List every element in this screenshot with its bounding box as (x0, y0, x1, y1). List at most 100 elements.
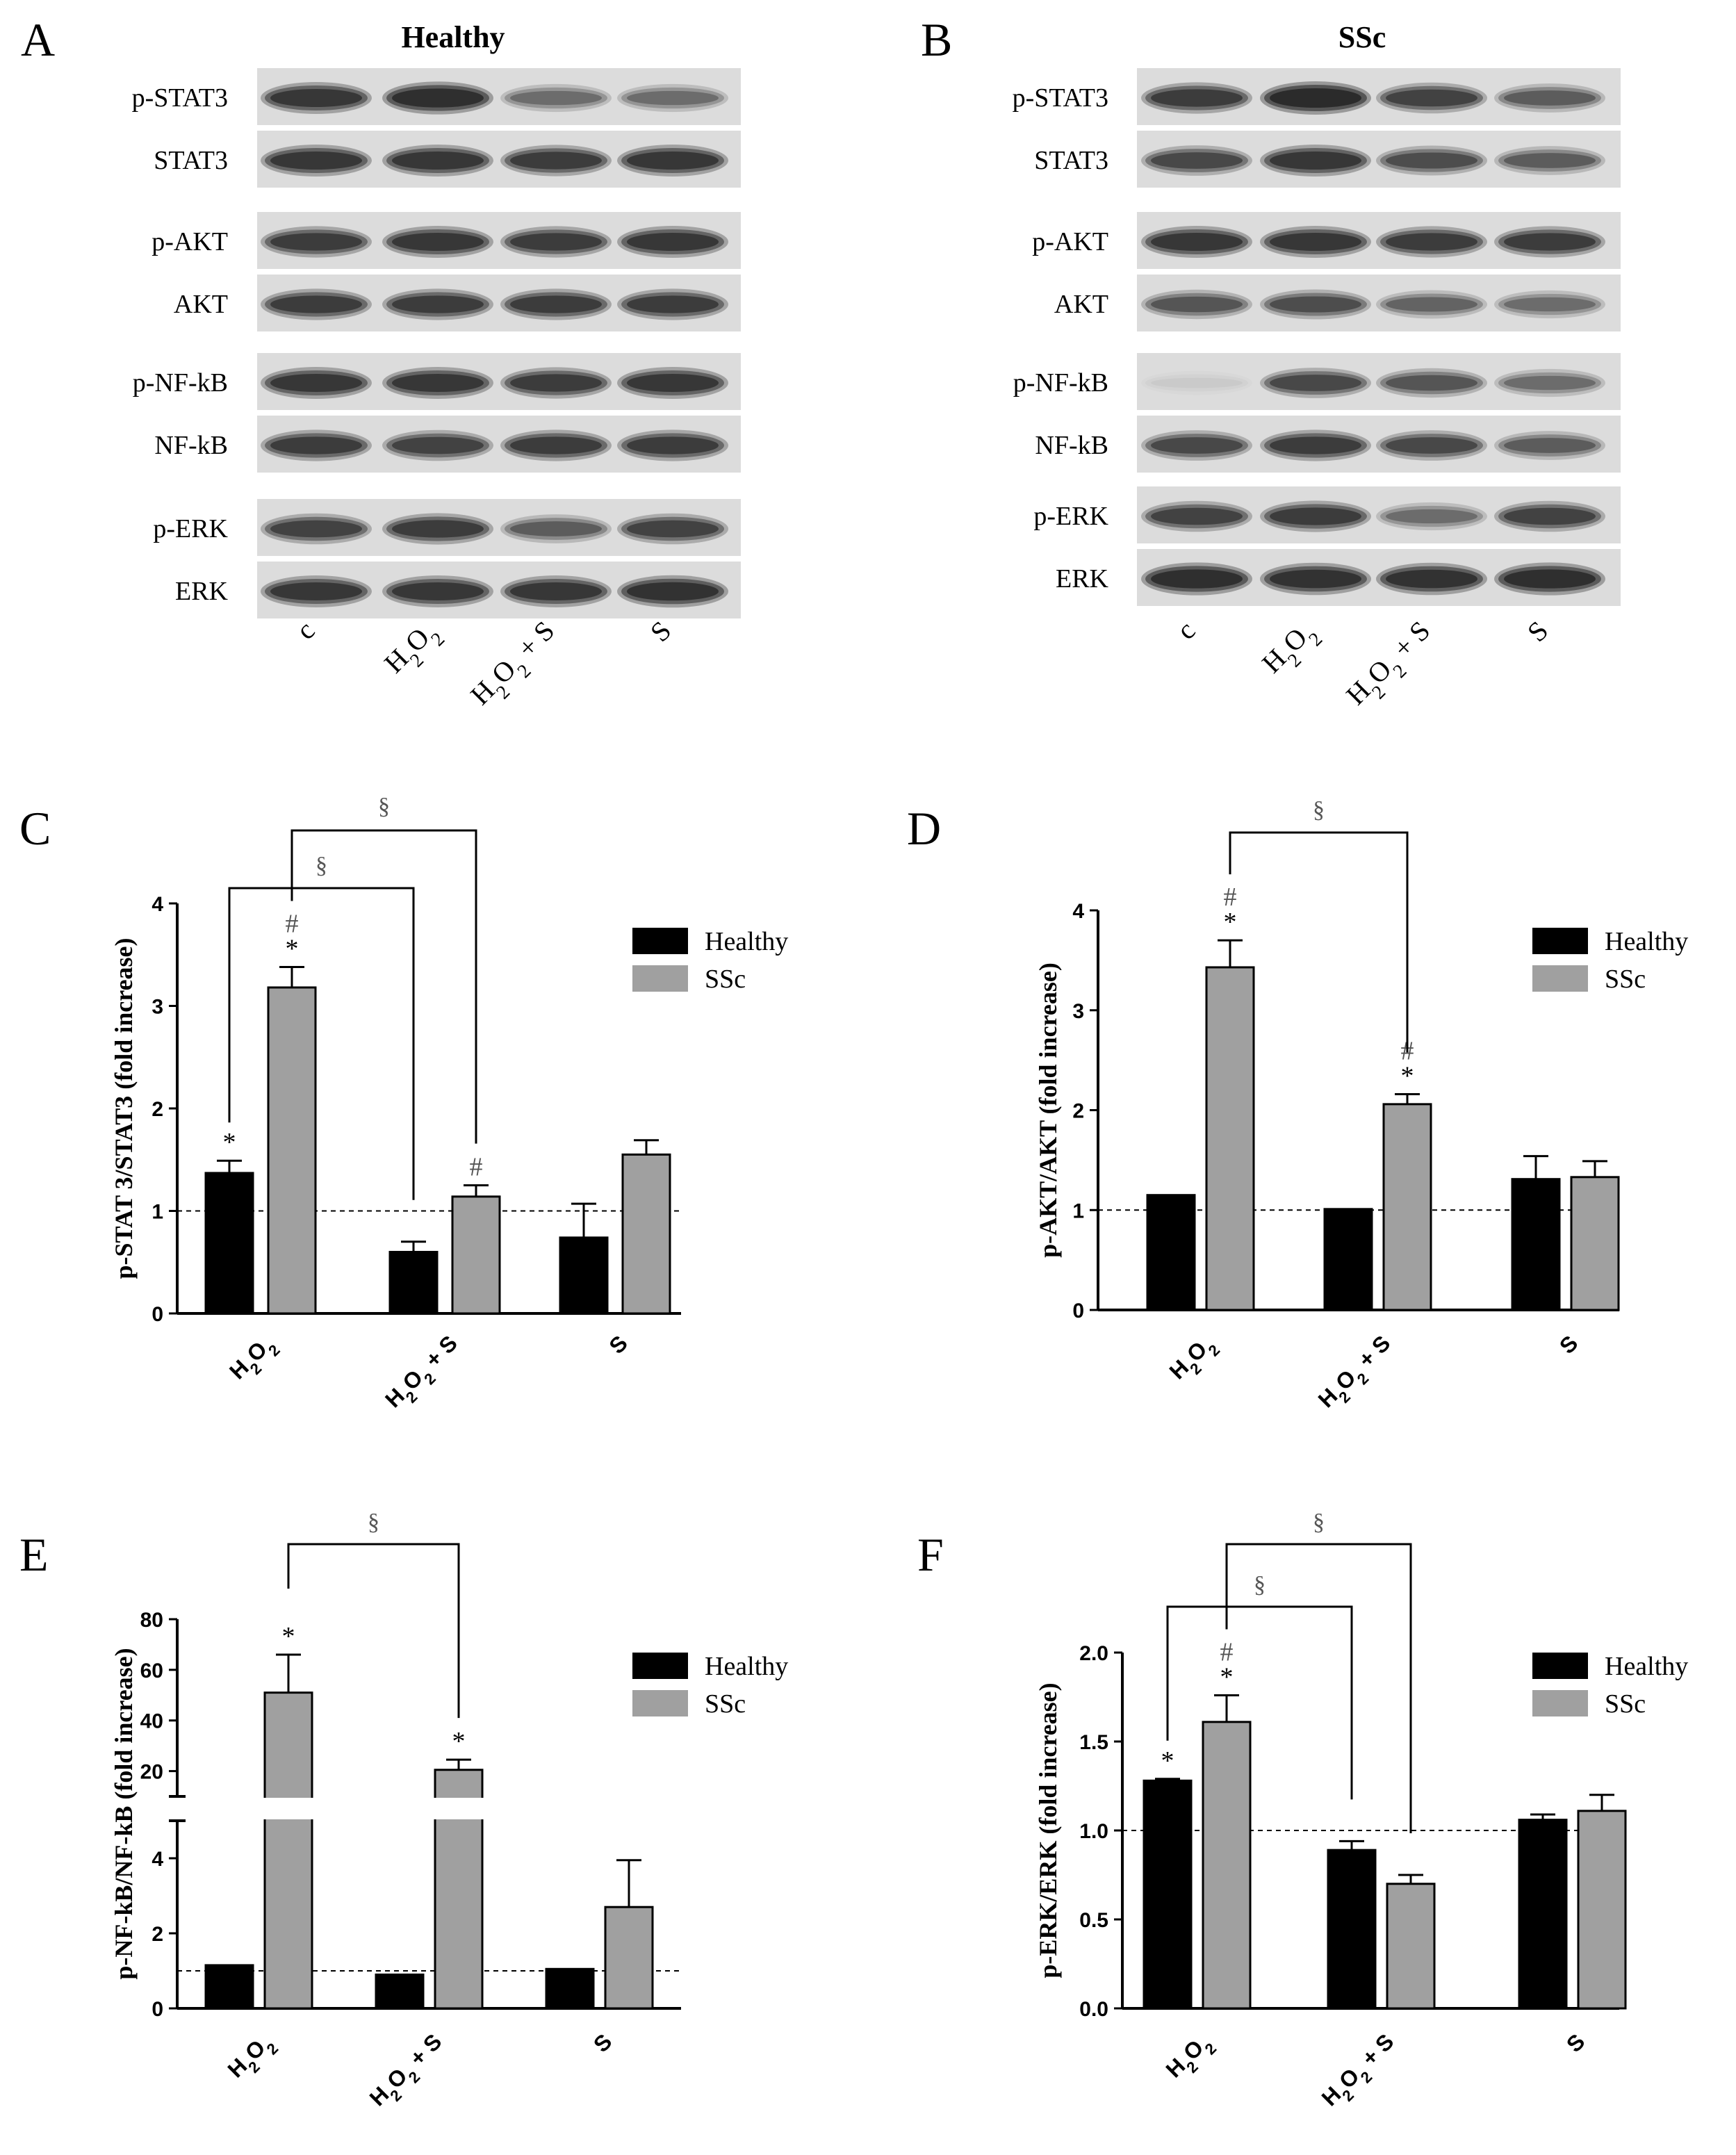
bar-healthy-h2o2-s (1327, 1849, 1377, 2010)
blot-row-label: p-STAT3 (1013, 83, 1108, 113)
bar-healthy-h2o2 (1146, 1194, 1196, 1311)
blot-band (500, 226, 612, 258)
panel-letter: C (19, 802, 51, 855)
legend-swatch-ssc (632, 1690, 688, 1716)
y-tick-label: 2 (152, 1923, 163, 1946)
chart-panel-e: E 0 2 4 20 40 60 80p-NF-kB/NF-kB (fold increase… (19, 1509, 788, 2111)
series-healthy (204, 1964, 595, 2010)
bar-ssc-h2o2-s (451, 1195, 501, 1315)
blot-row-label: p-AKT (1032, 227, 1108, 256)
star-mark: * (286, 934, 299, 963)
panel-letter: D (907, 802, 941, 855)
legend-label-healthy: Healthy (1605, 1652, 1688, 1681)
y-tick-label: 2 (152, 1098, 163, 1121)
legend-label-ssc: SSc (1605, 1689, 1646, 1719)
blot-band (261, 82, 372, 114)
blot-band (1260, 81, 1371, 115)
bar-break-gap (263, 1798, 314, 1819)
blot-band (1260, 145, 1371, 177)
y-tick-label: 4 (152, 1848, 163, 1871)
series-healthy (1146, 1155, 1561, 1311)
bar-healthy-h2o2-s (1323, 1208, 1373, 1311)
blot-row-label: AKT (174, 290, 228, 319)
legend-swatch-healthy (632, 1653, 688, 1679)
blot-band (1376, 290, 1487, 319)
bar-healthy-h2o2-s (388, 1251, 439, 1315)
legend-swatch-ssc (1532, 965, 1588, 992)
bar-ssc-h2o2 (267, 986, 317, 1315)
blot-row-p-nf-kb: p-NF-kB (1013, 353, 1621, 410)
bracket-line (228, 887, 415, 1200)
bar-ssc-s (1577, 1810, 1627, 2010)
blot-row-nf-kb: NF-kB (154, 416, 741, 473)
bar-healthy-s (559, 1236, 609, 1315)
significance-bracket: § (228, 853, 415, 1200)
legend-label-ssc: SSc (705, 1689, 746, 1719)
blot-band (1151, 377, 1243, 388)
lane-label: c (290, 615, 320, 646)
lane-label: S (1521, 615, 1555, 648)
y-tick-label: 80 (140, 1609, 163, 1632)
y-tick-label: 60 (140, 1660, 163, 1682)
bar-healthy-s (545, 1967, 595, 2010)
blot-band (1260, 226, 1371, 258)
blot-band (1494, 146, 1605, 175)
lane-label: S (644, 615, 678, 648)
blot-band (1141, 145, 1252, 176)
blot-band (261, 226, 372, 258)
blot-row-label: NF-kB (1035, 431, 1108, 460)
blot-band (261, 513, 372, 545)
blot-band (1260, 429, 1371, 461)
y-tick-label: 0.0 (1079, 1998, 1108, 2021)
y-tick-label: 0 (152, 1998, 163, 2021)
legend-label-healthy: Healthy (1605, 927, 1688, 956)
significance-bracket: § (1225, 1509, 1412, 1833)
x-tick-label: S (1562, 2029, 1590, 2057)
blot-row-label: p-ERK (1033, 502, 1108, 531)
blot-band (1141, 82, 1252, 114)
blot-band (382, 226, 493, 258)
blot-band (382, 513, 493, 545)
blot-band (261, 288, 372, 320)
y-tick-label: 4 (152, 893, 163, 916)
legend-label-ssc: SSc (705, 965, 746, 994)
blot-band (1494, 431, 1605, 460)
y-tick-label: 40 (140, 1710, 163, 1733)
legend: Healthy SSc (1532, 1652, 1688, 1719)
bracket-symbol: § (1254, 1572, 1266, 1598)
series-healthy: * (1143, 1746, 1568, 2010)
blot-band (1376, 430, 1487, 461)
y-tick-label: 0 (152, 1303, 163, 1326)
blot-strip (1137, 275, 1621, 331)
star-mark: * (223, 1128, 236, 1157)
blot-row-p-akt: p-AKT (152, 212, 741, 269)
blot-band (1376, 502, 1487, 531)
star-mark: * (1401, 1062, 1414, 1091)
blot-band (1260, 562, 1371, 596)
panel-letter: A (21, 13, 55, 66)
x-tick-label: H2O2 (224, 1330, 283, 1388)
bar-healthy-s (1518, 1819, 1568, 2010)
blot-band (261, 429, 372, 461)
series-ssc: #* (1202, 1637, 1627, 2010)
y-axis-label: p-AKT/AKT (fold increase) (1034, 962, 1062, 1258)
x-tick-label: S (604, 1330, 632, 1359)
blot-band (617, 513, 728, 545)
y-tick-label: 2.0 (1079, 1642, 1108, 1665)
hash-mark: # (1220, 1637, 1234, 1666)
blot-band (617, 429, 728, 461)
blot-band (500, 288, 612, 320)
blot-row-nf-kb: NF-kB (1035, 416, 1621, 473)
star-mark: * (1220, 1662, 1234, 1691)
blot-band (1141, 500, 1252, 532)
x-tick-label: H2O2 + S (1313, 1330, 1400, 1417)
bracket-symbol: § (368, 1509, 379, 1535)
blot-band (1494, 562, 1605, 596)
series-ssc: ** (263, 1622, 654, 2010)
blot-row-erk: ERK (1056, 549, 1621, 606)
blot-row-erk: ERK (175, 562, 741, 618)
blot-band (1141, 562, 1252, 596)
